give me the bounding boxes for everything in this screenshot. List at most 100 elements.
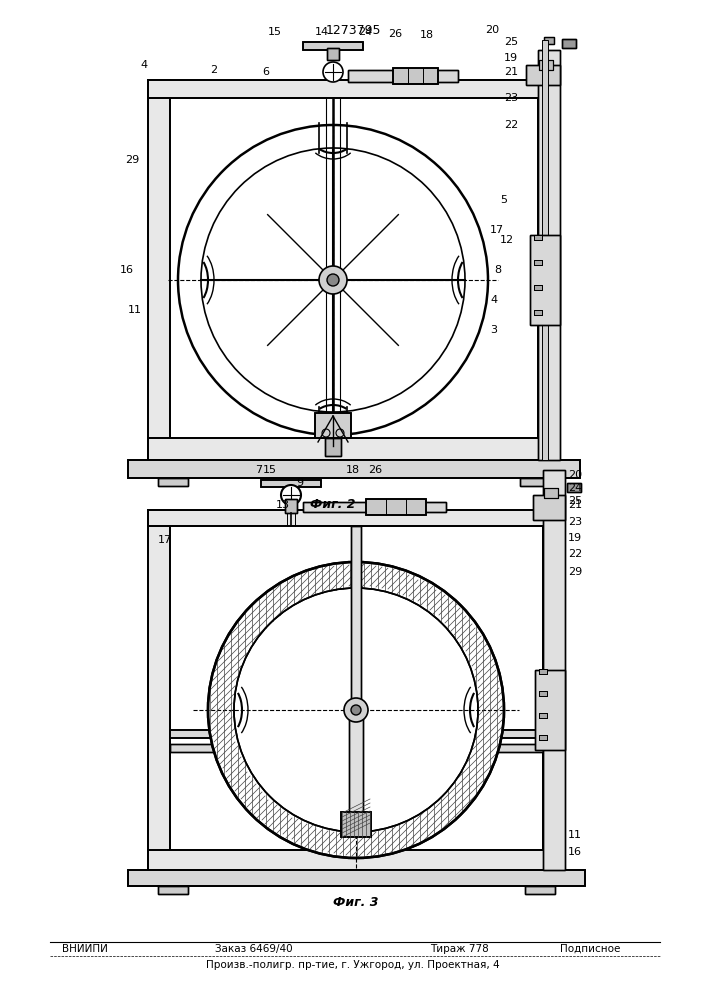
Bar	[148, 850, 565, 870]
Bar	[349, 705, 363, 832]
Bar	[534, 235, 542, 240]
Bar	[534, 260, 542, 265]
Bar	[538, 50, 560, 460]
Bar	[544, 37, 554, 44]
Bar	[148, 510, 565, 526]
Bar	[393, 68, 438, 84]
Text: 16: 16	[568, 847, 582, 857]
Bar	[520, 478, 550, 486]
Text: Заказ 6469/40: Заказ 6469/40	[215, 944, 293, 954]
Text: 20: 20	[568, 470, 582, 480]
Text: 29: 29	[125, 155, 139, 165]
Bar	[534, 310, 542, 315]
Text: 9: 9	[296, 478, 303, 488]
Text: 20: 20	[485, 25, 499, 35]
Bar	[315, 413, 351, 438]
Bar	[538, 80, 560, 460]
Text: 18: 18	[346, 465, 360, 475]
Bar	[325, 438, 341, 456]
Bar	[535, 670, 565, 750]
Bar	[341, 812, 371, 837]
Bar	[543, 470, 565, 870]
Bar	[148, 510, 565, 526]
Bar	[128, 460, 580, 478]
Bar	[148, 80, 560, 98]
Text: 25: 25	[568, 496, 582, 506]
Circle shape	[344, 698, 368, 722]
Bar	[567, 483, 581, 492]
Bar	[567, 483, 581, 492]
Bar	[539, 669, 547, 674]
Bar	[158, 478, 188, 486]
Text: 24: 24	[358, 27, 373, 37]
Text: 26: 26	[388, 29, 402, 39]
Bar	[539, 713, 547, 718]
Circle shape	[234, 588, 478, 832]
Bar	[148, 438, 560, 460]
Bar	[158, 478, 188, 486]
Bar	[158, 886, 188, 894]
Bar	[525, 886, 555, 894]
Bar	[148, 438, 560, 460]
Text: 13: 13	[276, 500, 290, 510]
Text: 15: 15	[268, 27, 282, 37]
Text: 16: 16	[120, 265, 134, 275]
Circle shape	[208, 562, 504, 858]
Text: 21: 21	[504, 67, 518, 77]
Bar	[520, 478, 550, 486]
Bar	[348, 70, 458, 82]
Bar	[351, 526, 361, 710]
Bar	[158, 886, 188, 894]
Text: 23: 23	[504, 93, 518, 103]
Bar	[562, 39, 576, 48]
Bar	[366, 499, 426, 515]
Bar	[539, 669, 547, 674]
Bar	[128, 870, 585, 886]
Bar	[341, 812, 371, 837]
Bar	[148, 80, 560, 98]
Circle shape	[351, 705, 361, 715]
Text: 3: 3	[490, 325, 497, 335]
Bar	[562, 39, 576, 48]
Text: ВНИИПИ: ВНИИПИ	[62, 944, 108, 954]
Text: 19: 19	[568, 533, 582, 543]
Bar	[543, 510, 565, 870]
Bar	[534, 310, 542, 315]
Circle shape	[319, 266, 347, 294]
Bar	[535, 670, 565, 750]
Bar	[170, 730, 543, 738]
Bar	[261, 480, 321, 487]
Text: Произв.-полигр. пр-тие, г. Ужгород, ул. Проектная, 4: Произв.-полигр. пр-тие, г. Ужгород, ул. …	[206, 960, 500, 970]
Bar	[349, 705, 363, 832]
Bar	[534, 235, 542, 240]
Bar	[543, 470, 565, 870]
Bar	[261, 480, 321, 487]
Text: 29: 29	[568, 567, 583, 577]
Text: 21: 21	[568, 500, 582, 510]
Bar	[539, 735, 547, 740]
Bar	[366, 499, 426, 515]
Text: 22: 22	[568, 549, 583, 559]
Bar	[351, 526, 361, 710]
Text: Подписное: Подписное	[560, 944, 620, 954]
Bar	[539, 691, 547, 696]
Text: 7: 7	[255, 465, 262, 475]
Bar	[534, 285, 542, 290]
Bar	[542, 40, 548, 460]
Bar	[348, 70, 458, 82]
Bar	[526, 65, 560, 85]
Bar	[327, 48, 339, 60]
Text: 6: 6	[262, 67, 269, 77]
Bar	[148, 510, 170, 870]
Bar	[544, 488, 558, 498]
Text: 1273795: 1273795	[325, 23, 381, 36]
Bar	[544, 488, 558, 498]
Bar	[148, 80, 170, 460]
Text: 17: 17	[158, 535, 172, 545]
Circle shape	[327, 274, 339, 286]
Text: 15: 15	[263, 465, 277, 475]
Bar	[544, 37, 554, 44]
Text: Фиг. 3: Фиг. 3	[333, 896, 379, 908]
Bar	[170, 730, 543, 738]
Text: 22: 22	[504, 120, 518, 130]
